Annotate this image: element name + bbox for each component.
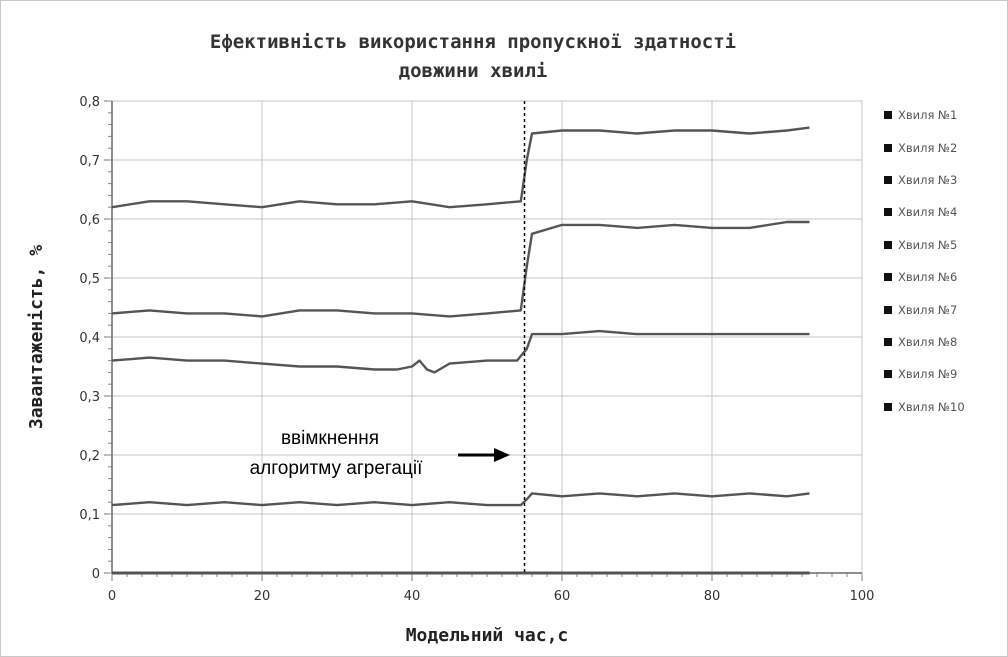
- x-tick-label: 40: [404, 589, 421, 604]
- legend-swatch: [884, 240, 892, 249]
- y-tick-label: 0,2: [79, 449, 100, 464]
- chart-title-line-2: довжини хвилі: [398, 60, 548, 82]
- legend-label: Хвиля №6: [898, 270, 958, 285]
- legend-item: Хвиля №3: [884, 164, 1004, 196]
- legend-swatch: [884, 273, 892, 282]
- legend-swatch: [884, 111, 892, 120]
- series-line: [111, 492, 810, 507]
- legend-item: Хвиля №7: [884, 293, 1004, 325]
- annotation-text-line-2: алгоритму агрегації: [250, 458, 423, 479]
- legend-item: Хвиля №5: [884, 229, 1004, 261]
- legend-label: Хвиля №10: [898, 399, 965, 414]
- legend-swatch: [884, 337, 892, 346]
- legend-swatch: [884, 143, 892, 152]
- y-tick-label: 0,4: [79, 331, 100, 346]
- chart-title-line-1: Ефективність використання пропускної зда…: [209, 31, 737, 53]
- chart-title: Ефективність використання пропускної зда…: [0, 28, 946, 86]
- series-line: [111, 220, 810, 318]
- y-tick-label: 0,5: [79, 272, 100, 287]
- legend-label: Хвиля №5: [898, 237, 958, 252]
- legend-item: Хвиля №2: [884, 131, 1004, 163]
- legend-label: Хвиля №2: [898, 140, 958, 155]
- legend-item: Хвиля №6: [884, 261, 1004, 293]
- y-tick-label: 0,3: [79, 390, 100, 405]
- legend-item: Хвиля №9: [884, 358, 1004, 390]
- legend-label: Хвиля №7: [898, 302, 958, 317]
- legend-label: Хвиля №8: [898, 334, 958, 349]
- legend-swatch: [884, 402, 892, 411]
- annotation-arrow-head: [494, 448, 510, 462]
- series-line: [111, 126, 810, 209]
- y-tick-label: 0: [92, 567, 100, 582]
- y-axis-title: Завантаженість, %: [26, 245, 47, 429]
- legend-label: Хвиля №3: [898, 172, 958, 187]
- x-tick-label: 100: [850, 589, 875, 604]
- annotation-text-line-1: ввімкнення: [281, 428, 379, 449]
- y-tick-label: 0,6: [79, 213, 100, 228]
- legend-swatch: [884, 175, 892, 184]
- y-tick-label: 0,8: [79, 95, 100, 110]
- chart-legend: Хвиля №1 Хвиля №2 Хвиля №3 Хвиля №4 Хвиля №5…: [884, 99, 1004, 423]
- x-tick-label: 60: [554, 589, 571, 604]
- legend-item: Хвиля №10: [884, 391, 1004, 423]
- legend-item: Хвиля №8: [884, 326, 1004, 358]
- y-tick-label: 0,7: [79, 154, 100, 169]
- legend-swatch: [884, 305, 892, 314]
- series-line: [111, 329, 810, 374]
- x-tick-label: 0: [108, 589, 116, 604]
- legend-item: Хвиля №4: [884, 196, 1004, 228]
- legend-label: Хвиля №9: [898, 367, 958, 382]
- legend-label: Хвиля №4: [898, 205, 958, 220]
- legend-swatch: [884, 370, 892, 379]
- legend-label: Хвиля №1: [898, 108, 958, 123]
- x-axis-title: Модельний час,с: [406, 625, 569, 646]
- x-tick-label: 80: [704, 589, 721, 604]
- y-tick-label: 0,1: [79, 508, 100, 523]
- x-tick-label: 20: [254, 589, 271, 604]
- legend-swatch: [884, 208, 892, 217]
- legend-item: Хвиля №1: [884, 99, 1004, 131]
